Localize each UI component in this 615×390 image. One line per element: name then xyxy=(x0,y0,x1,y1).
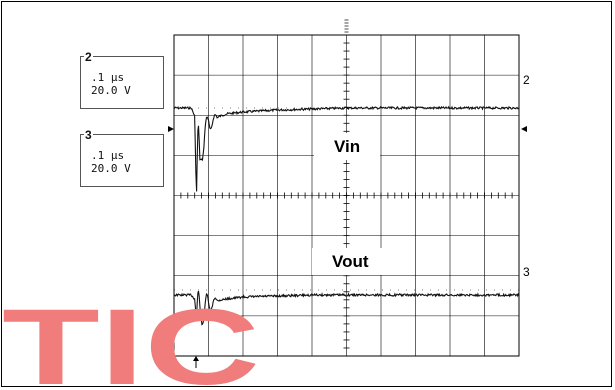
channel-3-settings-box: 3 .1 µs 20.0 V xyxy=(80,128,164,187)
channel-2-settings-box: 2 .1 µs 20.0 V xyxy=(80,50,164,109)
vout-trace xyxy=(173,290,520,326)
channel-3-number: 3 xyxy=(84,128,93,142)
vin-trace xyxy=(173,105,520,192)
channel-3-marker: 3 xyxy=(523,265,530,279)
channel-3-time-div: .1 µs xyxy=(91,149,125,162)
channel-3-volts-div: 20.0 V xyxy=(91,162,131,175)
right-trigger-marker xyxy=(521,126,527,132)
trigger-arrow-icon xyxy=(193,356,199,368)
vout-label-backing xyxy=(312,248,389,275)
channel-2-number: 2 xyxy=(84,50,93,64)
scope-center-ticks xyxy=(173,19,520,357)
left-trigger-marker xyxy=(168,126,174,132)
watermark: TIC xyxy=(2,286,260,390)
channel-2-marker: 2 xyxy=(523,73,530,87)
channel-2-volts-div: 20.0 V xyxy=(91,84,131,97)
vout-series-label: Vout xyxy=(332,252,369,271)
vin-label-backing xyxy=(314,133,381,160)
channel-2-time-div: .1 µs xyxy=(91,71,125,84)
vin-series-label: Vin xyxy=(334,137,360,156)
